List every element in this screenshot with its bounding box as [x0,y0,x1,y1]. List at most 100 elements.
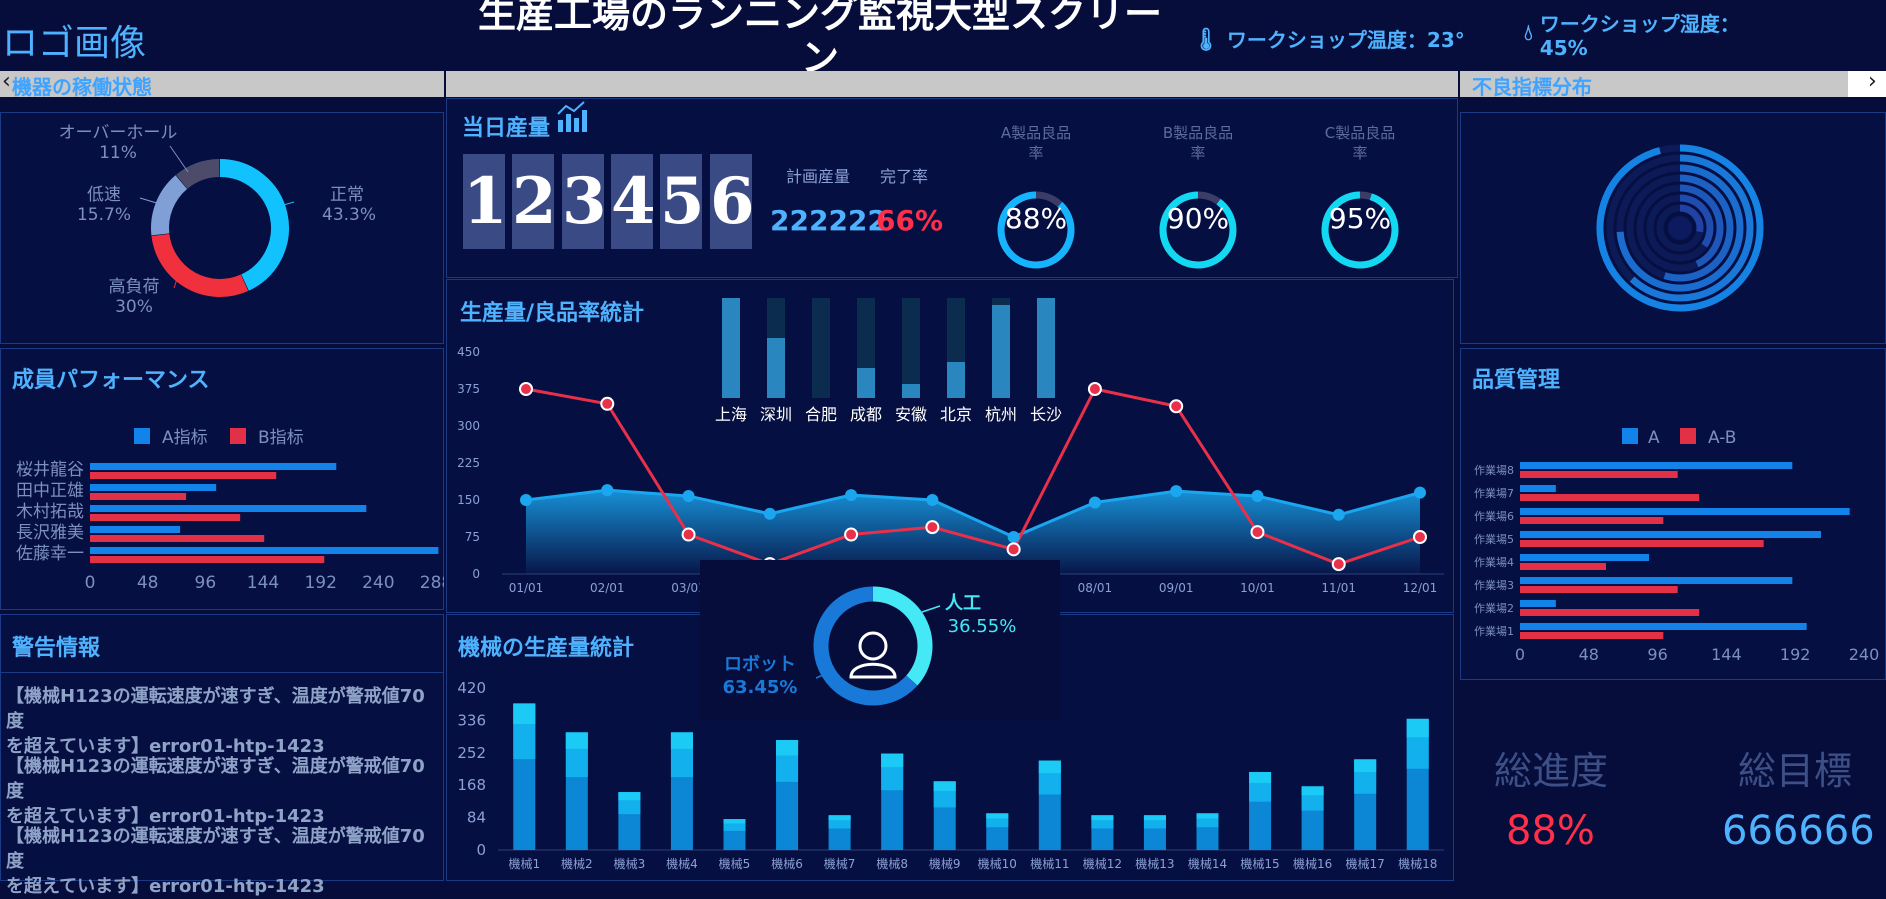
humidity-readout: 💧︎ ワークショップ湿度： 45% [1524,12,1740,60]
defect-distribution-title: 不良指標分布 [1472,75,1592,99]
machine-label: 機械2 [561,856,593,871]
machine-output-title: 機械の生産量統計 [458,636,635,661]
right-scrollbar[interactable] [1460,71,1848,97]
slice-percent-label: 30% [115,297,153,317]
series-point [763,507,776,520]
member-axis-tick: 288 [420,573,444,593]
member-bar-b [90,535,265,542]
human-label: 人工 [945,593,981,614]
city-bar-fill [722,298,740,398]
member-bar-a [90,463,337,470]
scroll-left-icon[interactable]: ‹ [2,69,11,94]
legend-a-label: A指标 [162,428,208,448]
thermometer-icon: 🌡︎ [1192,28,1220,53]
slice-name-label: オーバーホール [59,123,178,143]
series-point [520,494,532,506]
quality-bar-b [1520,540,1764,547]
total-target-label: 総目標 [1738,749,1853,793]
member-name-label: 木村拓哉 [16,502,84,522]
left-scrollbar[interactable] [0,71,444,97]
trend-chart-icon [557,101,587,132]
machine-label: 機械16 [1293,856,1332,871]
member-bar-a [90,547,439,554]
machine-label: 機械4 [666,856,698,871]
workshop-label: 作業場3 [1474,579,1514,592]
machine-status-slice [151,175,188,236]
machine-bar-segment [1091,815,1114,821]
plan-label: 計画産量 [786,167,851,186]
radial-arc [1629,154,1754,302]
machine-bar-segment [618,792,641,801]
machine-status-slices [151,159,289,297]
series-point [682,490,695,503]
scroll-right-icon[interactable]: › [1868,69,1877,94]
machine-bar-segment [1196,813,1219,819]
x-axis-tick: 02/01 [590,581,625,595]
robot-value: 63.45% [723,677,798,698]
series-point [1414,486,1426,499]
machine-label: 機械7 [824,856,856,871]
output-digit: 3 [562,154,607,249]
ring-label: 率 [1028,144,1043,162]
quality-axis-tick: 48 [1579,645,1599,664]
city-bar-fill [857,368,875,398]
machine-label: 機械5 [719,856,751,871]
series-point [1170,485,1183,498]
machine-bar-segment [828,815,851,821]
workshop-label: 作業場4 [1474,556,1514,569]
member-performance-title: 成員パフォーマンス [12,368,210,393]
workshop-label: 作業場2 [1474,602,1514,615]
y-axis-tick: 300 [457,419,480,433]
member-axis-tick: 144 [247,573,279,593]
warning-divider [0,672,444,673]
slice-leader-line [279,201,295,207]
warning-item[interactable]: 【機械H123の運転速度が速すぎ、温度が警戒値70度 を超えています】error0… [6,826,425,897]
robot-human-donut: 人工 36.55% ロボット 63.45% [700,560,1060,720]
x-axis-tick: 11/01 [1321,581,1356,595]
member-bar-a [90,484,217,491]
series-point [600,396,615,411]
y-axis-tick: 0 [472,567,480,581]
series-point [1007,531,1020,543]
series-point [1250,525,1265,540]
radial-arc [1679,184,1724,268]
member-name-label: 長沢雅美 [16,523,84,543]
series-point [1169,399,1184,414]
city-bar-fill [1037,298,1055,398]
legend-a-swatch [1622,428,1638,444]
machine-label: 機械10 [978,856,1017,871]
workshop-label: 作業場1 [1474,625,1514,638]
y-axis-tick: 75 [465,530,480,544]
machine-label: 機械17 [1346,856,1385,871]
slice-name-label: 高負荷 [109,277,160,297]
quality-bar-b [1520,609,1700,616]
warning-item[interactable]: 【機械H123の運転速度が速すぎ、温度が警戒値70度 を超えています】error0… [6,686,425,757]
y-axis-tick: 450 [457,345,480,359]
series-area [526,490,1420,574]
center-scrollbar[interactable] [446,71,1458,97]
city-bar-fill [767,338,785,398]
legend-a-label: A [1648,428,1660,448]
y-axis-tick: 375 [457,382,480,396]
quality-bar-a [1520,600,1556,607]
slice-name-label: 低速 [87,185,121,205]
temperature-text: ワークショップ温度：23° [1226,28,1465,52]
slice-percent-label: 11% [99,143,137,163]
output-digit: 2 [512,154,557,249]
quality-bar-a [1520,462,1793,469]
warning-item[interactable]: 【機械H123の運転速度が速すぎ、温度が警戒値70度 を超えています】error0… [6,756,425,827]
workshop-label: 作業場5 [1474,533,1514,546]
series-point [844,527,859,542]
legend-a-swatch [134,428,150,444]
machine-label: 機械1 [508,856,540,871]
member-bar-b [90,514,241,521]
legend-b-swatch [230,428,246,444]
series-point [1088,496,1101,509]
y-axis-tick: 225 [457,456,480,470]
legend-b-label: B指标 [258,428,304,448]
series-point [1331,557,1346,572]
quality-legend: A A-B [1622,428,1736,448]
